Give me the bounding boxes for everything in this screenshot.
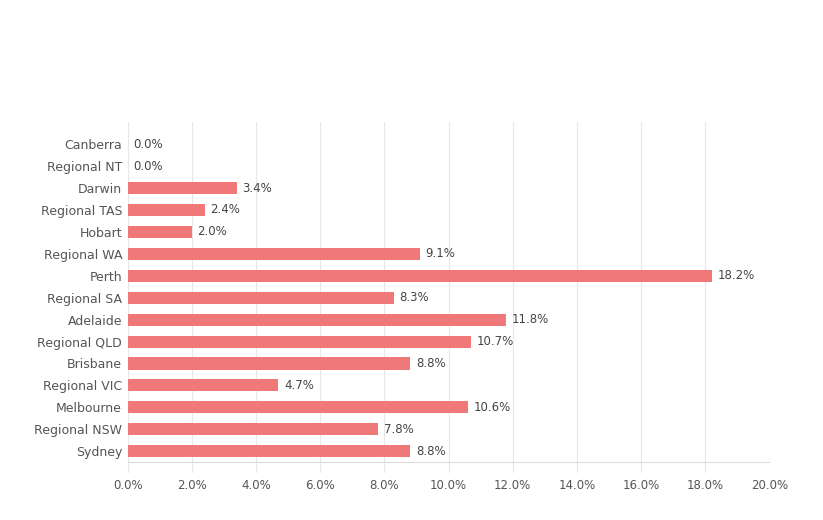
Text: 11.8%: 11.8% (512, 313, 549, 326)
Text: 4.7%: 4.7% (284, 379, 314, 392)
Bar (128, 226, 192, 238)
Bar (128, 423, 378, 435)
Bar (128, 445, 410, 457)
Bar (128, 182, 237, 194)
Bar (128, 357, 410, 370)
Text: 10.7%: 10.7% (477, 335, 514, 348)
Bar (128, 335, 471, 347)
Bar (128, 401, 467, 413)
Bar (128, 292, 394, 304)
Bar (128, 248, 420, 260)
Text: 10.6%: 10.6% (473, 401, 511, 414)
Text: 0.0%: 0.0% (133, 160, 163, 173)
Text: 8.3%: 8.3% (400, 291, 430, 304)
Text: 7.8%: 7.8% (384, 423, 413, 436)
Text: 8.8%: 8.8% (416, 357, 445, 370)
Text: 2.0%: 2.0% (198, 225, 227, 238)
Text: 9.1%: 9.1% (425, 248, 455, 261)
Bar (128, 204, 205, 216)
Text: Jun-24: Jun-24 (378, 61, 445, 81)
Bar (128, 380, 278, 392)
Text: 3.4%: 3.4% (243, 181, 272, 194)
Text: 0.0%: 0.0% (133, 138, 163, 151)
Bar (128, 270, 712, 282)
Text: Annual change in median weekly advertised rents: Annual change in median weekly advertise… (146, 25, 677, 44)
Text: 8.8%: 8.8% (416, 445, 445, 458)
Text: 18.2%: 18.2% (718, 269, 755, 282)
Text: 2.4%: 2.4% (211, 203, 240, 216)
Bar (128, 314, 506, 326)
